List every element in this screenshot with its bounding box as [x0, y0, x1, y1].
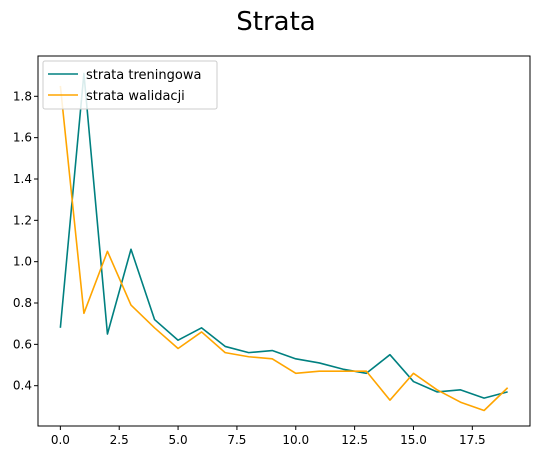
- x-tick-label: 15.0: [400, 433, 427, 447]
- legend: strata treningowa strata walidacji: [42, 60, 218, 110]
- series-layer: [59, 72, 509, 412]
- y-tick-label: 1.2: [13, 213, 32, 227]
- series-line-2: [59, 85, 509, 412]
- legend-label-2: strata walidacji: [86, 89, 185, 104]
- plot-frame: [37, 55, 531, 427]
- x-tick-label: 0.0: [51, 433, 70, 447]
- y-tick-label: 0.6: [13, 337, 32, 351]
- y-tick-label: 1.8: [13, 89, 32, 103]
- x-tick-label: 5.0: [169, 433, 188, 447]
- x-axis: 0.0 2.5 5.0 7.5 10.0 12.5 15.0 17.5: [51, 426, 486, 447]
- y-tick-label: 0.4: [13, 379, 32, 393]
- legend-label-1: strata treningowa: [86, 68, 201, 83]
- x-tick-label: 17.5: [459, 433, 486, 447]
- series-line-1: [59, 72, 508, 399]
- plot-area: [37, 55, 531, 427]
- legend-box: [42, 60, 218, 110]
- x-tick-label: 7.5: [227, 433, 246, 447]
- x-tick-label: 2.5: [110, 433, 129, 447]
- y-tick-label: 1.6: [13, 131, 32, 145]
- y-tick-label: 0.8: [13, 296, 32, 310]
- x-tick-label: 12.5: [341, 433, 368, 447]
- x-tick-label: 10.0: [282, 433, 309, 447]
- y-tick-label: 1.0: [13, 255, 32, 269]
- chart-title: Strata: [236, 7, 315, 37]
- y-axis: 0.4 0.6 0.8 1.0 1.2 1.4 1.6 1.8: [13, 89, 38, 393]
- y-tick-label: 1.4: [13, 172, 32, 186]
